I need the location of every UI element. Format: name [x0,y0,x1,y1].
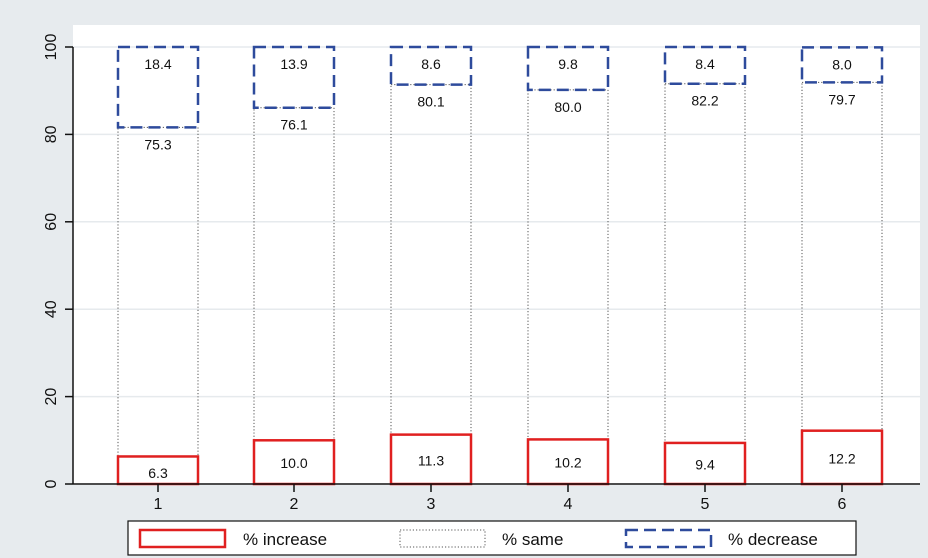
gridlines [73,46,920,398]
x-tick-label: 3 [427,496,436,513]
data-label: 8.0 [832,56,852,72]
bar-dashed-2 [252,45,336,109]
legend-label: % decrease [728,530,818,549]
data-label: 10.2 [554,455,581,471]
data-label: 8.6 [421,56,441,72]
y-tick-label: 100 [43,34,60,61]
legend-swatch-solid [138,528,227,549]
x-tick-label: 2 [290,496,299,513]
legend-box [127,520,857,556]
plot-area [73,25,920,485]
data-label: 80.1 [417,94,444,110]
axes: 0 20 40 60 80 100 1 2 3 4 5 6 [43,34,920,513]
data-label: 9.4 [695,456,715,472]
data-labels: 6.3 75.3 18.4 10.0 76.1 13.9 11.3 80.1 8.6 10.2 80… [144,56,855,481]
x-tick-label: 5 [701,496,710,513]
y-tick-label: 40 [43,300,60,318]
bar-dashed-5 [663,45,747,85]
data-label: 6.3 [148,465,168,481]
bar-dotted-5 [664,83,746,444]
data-label: 11.3 [418,452,444,468]
data-label: 13.9 [280,56,307,72]
data-label: 79.7 [828,91,855,107]
y-tick-label: 0 [43,479,60,488]
y-tick-label: 60 [43,213,60,231]
bar-dashed-1 [116,45,200,129]
legend-label: % same [502,530,563,549]
bar-dotted-3 [390,84,472,436]
x-tick-label: 6 [838,496,847,513]
bar-dashed-3 [389,45,473,86]
data-label: 9.8 [558,56,578,72]
data-label: 12.2 [828,450,855,466]
data-label: 8.4 [695,56,715,72]
data-label: 18.4 [144,56,171,72]
bar-dashed-4 [526,45,610,92]
y-tick-label: 20 [43,388,60,406]
legend-swatch-dashed [624,528,713,549]
data-label: 80.0 [554,99,581,115]
data-label: 75.3 [144,136,171,152]
y-tick-label: 80 [43,125,60,143]
x-tick-label: 1 [154,496,163,513]
x-tick-label: 4 [564,496,573,513]
data-label: 76.1 [280,117,307,133]
legend-swatch-dotted [399,529,486,548]
data-label: 82.2 [691,93,718,109]
legend-label: % increase [243,530,327,549]
data-label: 10.0 [280,455,307,471]
bar-dashed-6 [800,46,884,84]
legend: % increase % same % decrease [127,520,857,556]
